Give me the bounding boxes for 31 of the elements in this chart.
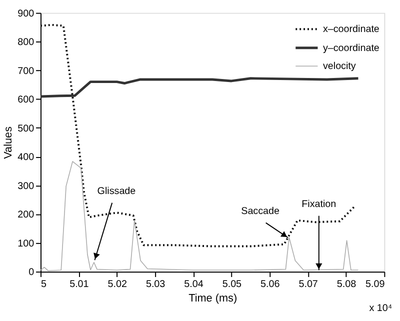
line-series [40, 161, 359, 272]
y-tick-label: 400 [18, 152, 35, 164]
x-tick-label: 5.05 [222, 278, 242, 290]
y-tick-label: 700 [18, 66, 35, 77]
x-tick-label: 5.03 [146, 278, 166, 290]
annotation: Saccade [241, 206, 280, 217]
text: x 10⁴ [369, 303, 392, 314]
legend-label: x–coordinate [322, 24, 380, 36]
y-tick-label: 500 [18, 123, 35, 134]
line-series [39, 77, 360, 98]
x-tick-label: 5.08 [336, 278, 357, 290]
y-tick-label: 100 [18, 238, 35, 250]
y-tick-label: 0 [28, 267, 35, 278]
x-tick-label: 5.06 [260, 278, 280, 290]
y-tick-label: 600 [18, 94, 35, 106]
x-tick-label: 5.04 [184, 278, 204, 290]
x-tick-label: 5 [40, 278, 47, 290]
legend-label: velocity [322, 61, 356, 72]
x-tick-label: 5.02 [108, 278, 127, 290]
y-tick-label: 200 [18, 210, 35, 221]
x-axis-title: Time (ms) [188, 292, 238, 305]
annotation: Glissade [97, 186, 136, 197]
y-tick-label: 800 [18, 37, 35, 48]
x-tick-label: 5.01 [70, 278, 89, 290]
legend-label: y–coordinate [322, 42, 380, 54]
annotation: Fixation [302, 198, 336, 210]
y-tick-label: 300 [18, 180, 35, 192]
y-axis-title: Values [2, 126, 15, 159]
x-tick-label: 5.09 [365, 278, 386, 290]
x-tick-label: 5.07 [298, 278, 318, 290]
y-tick-label: 900 [18, 8, 35, 20]
